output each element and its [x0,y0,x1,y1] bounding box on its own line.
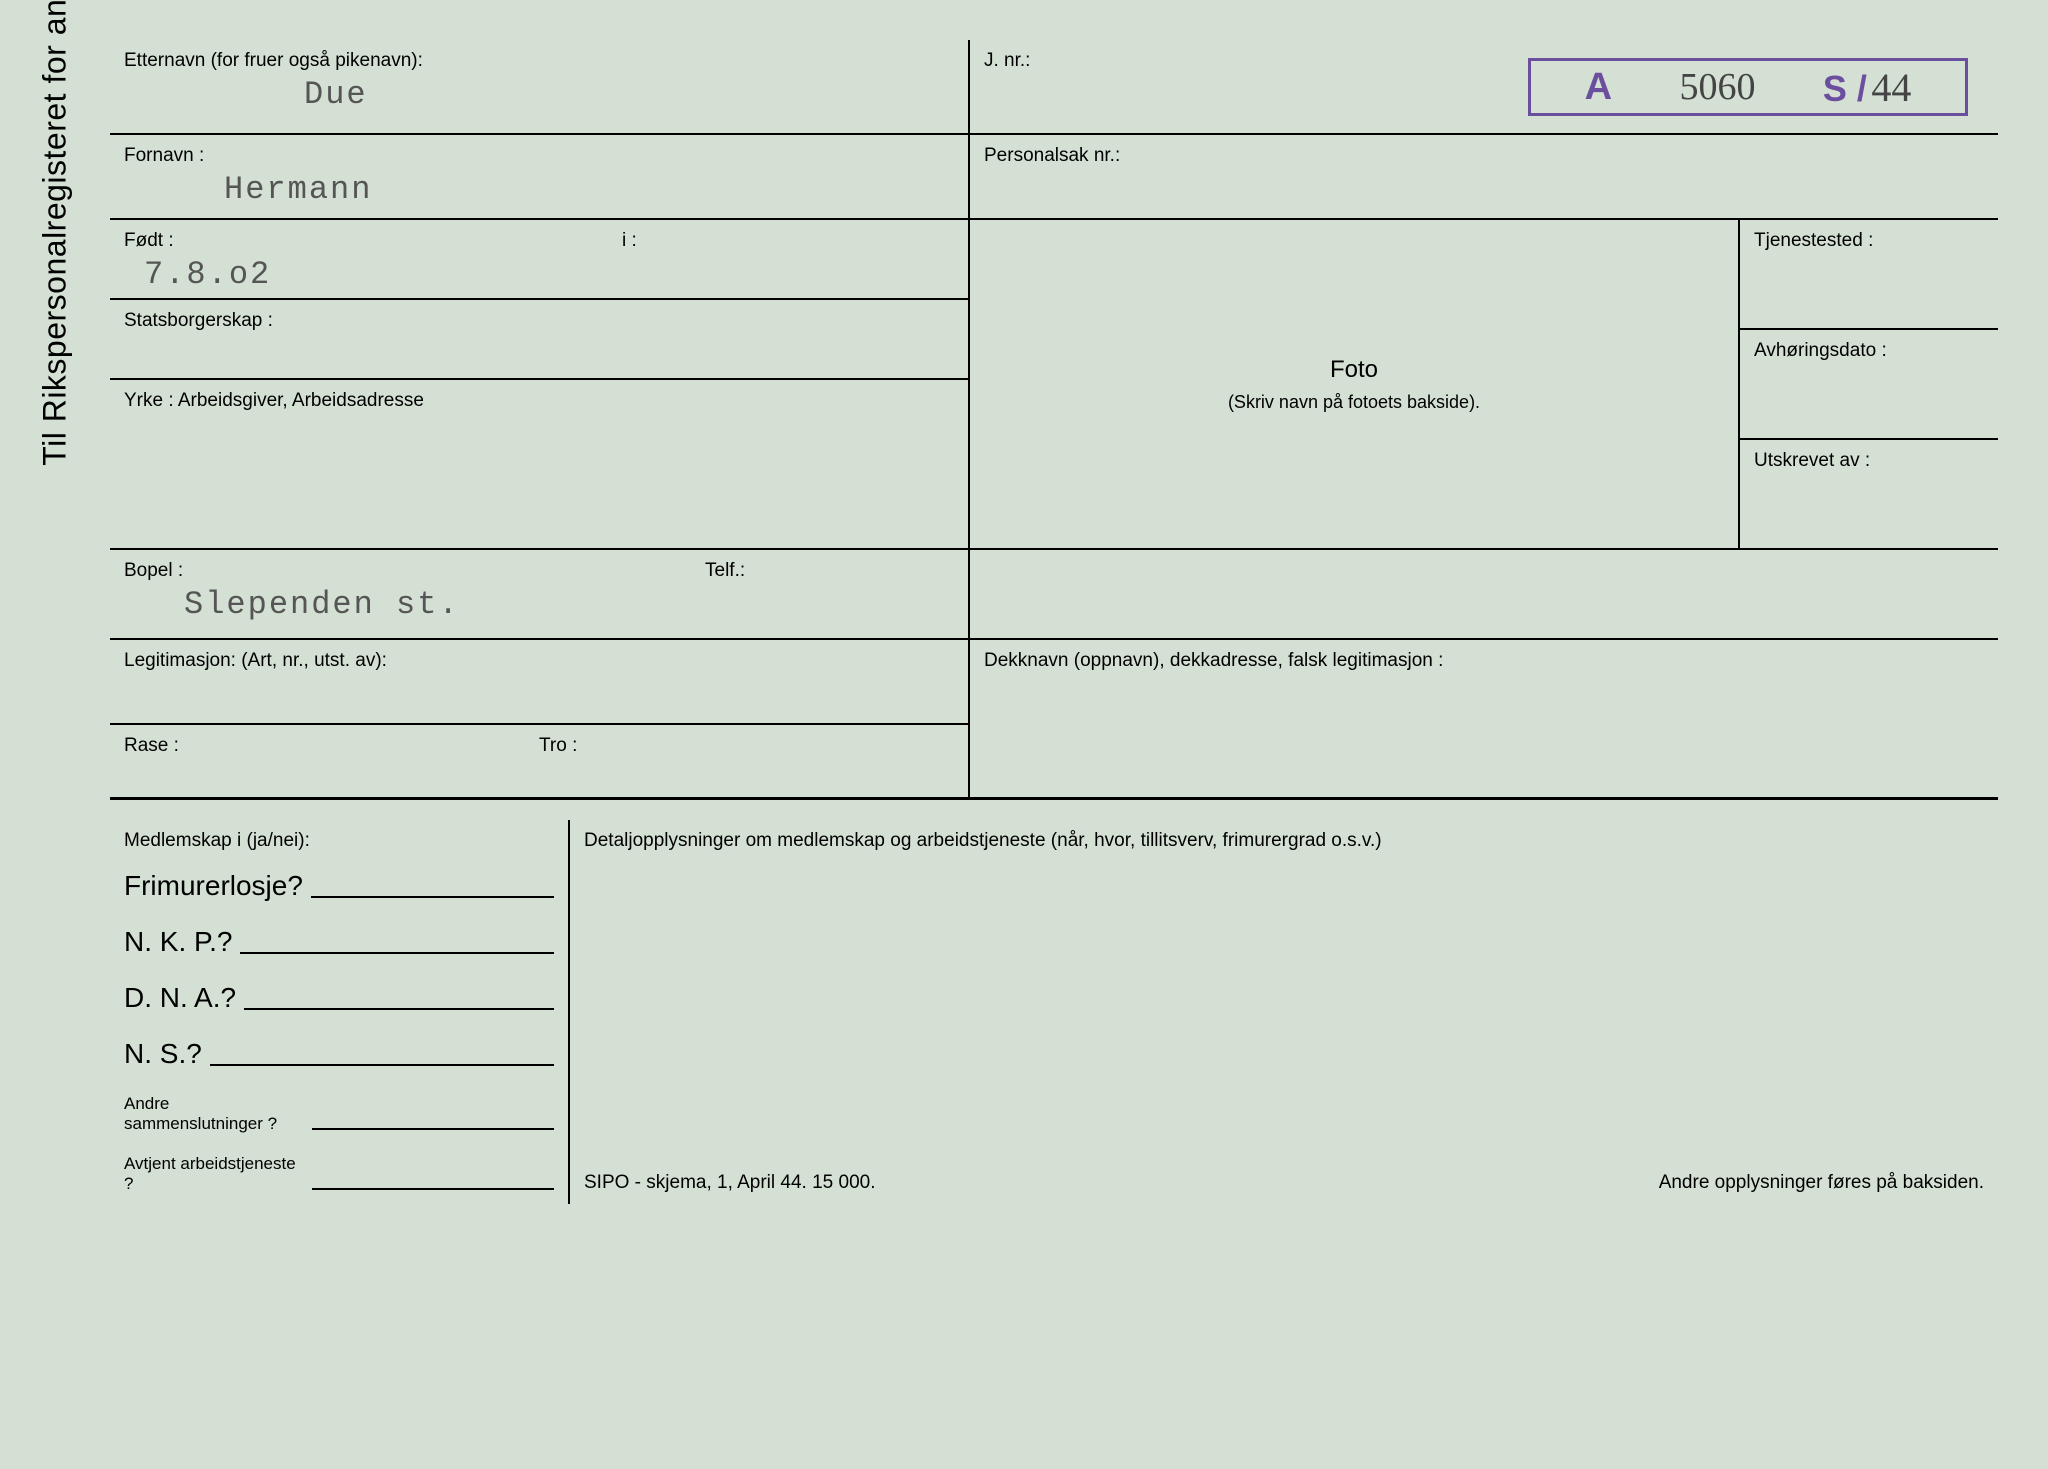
detalj-label: Detaljopplysninger om medlemskap og arbe… [584,830,1984,852]
legitimasjon-field: Legitimasjon: (Art, nr., utst. av): [110,640,968,725]
top-section: Etternavn (for fruer også pikenavn): Due… [110,40,1998,220]
rase-tro-field: Rase : Tro : [110,725,968,800]
telf-label: Telf.: [705,560,954,582]
bottom-section: Medlemskap i (ja/nei): Frimurerlosje? N.… [110,820,1998,1204]
frimurerlosje-item: Frimurerlosje? [124,870,554,902]
fornavn-value: Hermann [124,171,372,208]
rase-field: Rase : [124,735,539,787]
blank-line [312,1188,554,1190]
dna-q: D. N. A.? [124,982,236,1014]
blank-line [244,1008,554,1010]
stamp-a: A [1585,66,1612,109]
blank-line [210,1064,554,1066]
footer-right: Andre opplysninger føres på baksiden. [1659,1172,1984,1194]
andre-samm-q: Andre sammenslutninger ? [124,1094,304,1134]
etternavn-value: Due [124,76,368,113]
bopel-left: Bopel : Slependen st. [124,560,705,628]
foto-sublabel: (Skriv navn på fotoets bakside). [1228,392,1480,413]
ns-q: N. S.? [124,1038,202,1070]
bopel-right: Telf.: [705,560,954,628]
utskrevet-label: Utskrevet av : [1754,450,1984,472]
andre-samm-item: Andre sammenslutninger ? [124,1094,554,1134]
personalsak-field: Personalsak nr.: [970,135,1998,220]
avhoringsdato-label: Avhøringsdato : [1754,340,1984,362]
bopel-value: Slependen st. [124,586,460,623]
middle-right-col: Foto (Skriv navn på fotoets bakside). Tj… [970,220,1998,800]
etternavn-field: Etternavn (for fruer også pikenavn): Due [110,40,968,135]
dekknavn-field: Dekknavn (oppnavn), dekkadresse, falsk l… [970,640,1998,800]
avhoringsdato-field: Avhøringsdato : [1740,330,1998,440]
legitimasjon-label: Legitimasjon: (Art, nr., utst. av): [124,650,954,672]
frimurerlosje-q: Frimurerlosje? [124,870,303,902]
rase-label: Rase : [124,735,539,757]
stamp-number: 5060 [1679,65,1755,109]
yrke-field: Yrke : Arbeidsgiver, Arbeidsadresse [110,380,968,550]
bottom-left-col: Medlemskap i (ja/nei): Frimurerlosje? N.… [110,820,570,1204]
blank-line [312,1128,554,1130]
blank-line [240,952,554,954]
stamp-year: 44 [1871,65,1911,110]
vertical-title: Til Rikspersonalregisteret for anmeldte. [37,0,74,465]
nkp-q: N. K. P.? [124,926,232,958]
middle-section: Født : 7.8.o2 i : Statsborgerskap : Yrke… [110,220,1998,800]
fornavn-label: Fornavn : [124,145,954,167]
bopel-label: Bopel : [124,560,705,582]
tjenestested-label: Tjenestested : [1754,230,1984,252]
footer-left: SIPO - skjema, 1, April 44. 15 000. [584,1172,875,1194]
tro-field: Tro : [539,735,954,787]
blank-line [311,896,554,898]
avtjent-item: Avtjent arbeidstjeneste ? [124,1154,554,1194]
dekknavn-label: Dekknavn (oppnavn), dekkadresse, falsk l… [984,650,1984,672]
nkp-item: N. K. P.? [124,926,554,958]
i-label: i : [622,230,954,252]
form-container: Etternavn (for fruer også pikenavn): Due… [110,40,1998,1429]
top-right-col: J. nr.: A 5060 S / 44 Personalsak nr.: [970,40,1998,220]
stamp-s: S / [1823,68,1867,109]
top-left-col: Etternavn (for fruer også pikenavn): Due… [110,40,970,220]
bopel-field: Bopel : Slependen st. Telf.: [110,550,968,640]
foto-area: Foto (Skriv navn på fotoets bakside). [970,220,1738,550]
utskrevet-field: Utskrevet av : [1740,440,1998,550]
statsborgerskap-label: Statsborgerskap : [124,310,954,332]
avtjent-q: Avtjent arbeidstjeneste ? [124,1154,304,1194]
fornavn-field: Fornavn : Hermann [110,135,968,220]
gap-field [970,550,1998,640]
fodt-label: Født : [124,230,622,252]
tro-label: Tro : [539,735,954,757]
jnr-field: J. nr.: A 5060 S / 44 [970,40,1998,135]
bottom-footer: SIPO - skjema, 1, April 44. 15 000. Andr… [584,1172,1984,1194]
tjenestested-field: Tjenestested : [1740,220,1998,330]
fodt-i: i : [622,230,954,288]
fodt-left: Født : 7.8.o2 [124,230,622,288]
middle-left-col: Født : 7.8.o2 i : Statsborgerskap : Yrke… [110,220,970,800]
bottom-right-col: Detaljopplysninger om medlemskap og arbe… [570,820,1998,1204]
personalsak-label: Personalsak nr.: [984,145,1984,167]
dna-item: D. N. A.? [124,982,554,1014]
yrke-label: Yrke : Arbeidsgiver, Arbeidsadresse [124,390,954,412]
foto-container: Foto (Skriv navn på fotoets bakside). Tj… [970,220,1998,550]
fodt-value: 7.8.o2 [124,256,271,293]
foto-label: Foto [1330,356,1378,384]
right-sidebar: Tjenestested : Avhøringsdato : Utskrevet… [1738,220,1998,550]
ns-item: N. S.? [124,1038,554,1070]
fodt-field: Født : 7.8.o2 i : [110,220,968,300]
etternavn-label: Etternavn (for fruer også pikenavn): [124,50,954,72]
stamp-box: A 5060 S / 44 [1528,58,1968,116]
medlemskap-label: Medlemskap i (ja/nei): [124,830,554,852]
statsborgerskap-field: Statsborgerskap : [110,300,968,380]
